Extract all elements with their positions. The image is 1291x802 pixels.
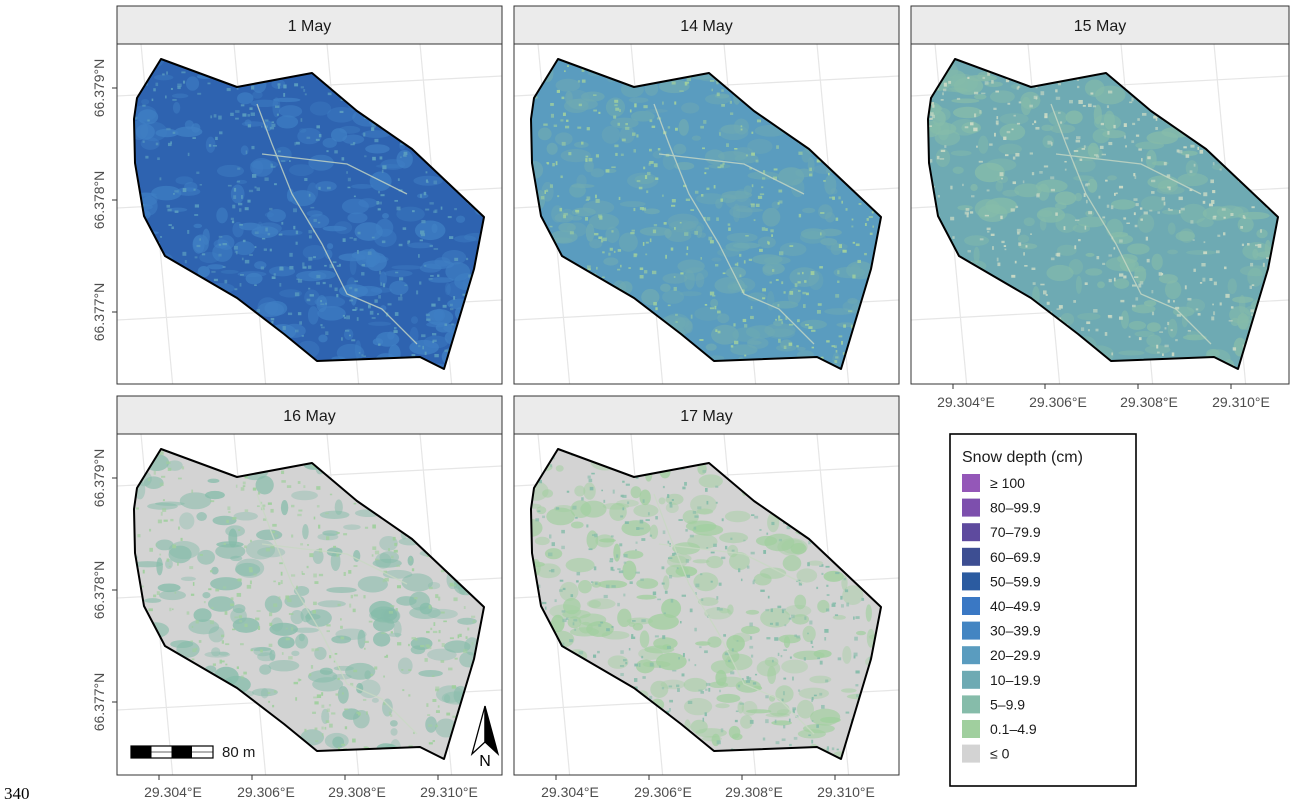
legend-label: ≤ 0 xyxy=(990,746,1010,762)
x-tick-label: 29.306°E xyxy=(237,784,295,800)
legend-item: 50–59.9 xyxy=(962,572,1041,591)
y-tick-label: 66.378°N xyxy=(91,561,107,620)
legend-item: 40–49.9 xyxy=(962,597,1041,615)
x-tick-label: 29.304°E xyxy=(144,784,202,800)
legend-label: 80–99.9 xyxy=(990,500,1041,516)
legend-box xyxy=(949,433,1137,787)
study-area-outline xyxy=(133,448,485,760)
legend-label: 50–59.9 xyxy=(990,573,1041,589)
scale-bar: 80 m xyxy=(130,744,255,761)
legend-swatch xyxy=(962,597,980,615)
x-axis-15may: 29.304°E 29.306°E 29.308°E 29.310°E xyxy=(937,384,1270,410)
legend-label: 0.1–4.9 xyxy=(990,721,1037,737)
legend-item: ≥ 100 xyxy=(962,474,1025,492)
legend-item: 0.1–4.9 xyxy=(962,720,1037,738)
panel-strip xyxy=(513,395,900,435)
x-tick-label: 29.310°E xyxy=(817,784,875,800)
legend-item: 10–19.9 xyxy=(962,670,1041,689)
panel-title: 1 May xyxy=(288,18,332,35)
scale-bar-label: 80 m xyxy=(222,744,255,761)
panel-strip xyxy=(116,395,503,435)
x-tick-label: 29.304°E xyxy=(937,394,995,410)
legend-label: 70–79.9 xyxy=(990,524,1041,540)
study-area-outline xyxy=(530,58,882,370)
y-axis-top: 66.379°N 66.378°N 66.377°N xyxy=(91,59,117,342)
x-tick-label: 29.310°E xyxy=(420,784,478,800)
north-arrow-icon: N xyxy=(470,705,500,770)
north-label: N xyxy=(479,753,491,770)
legend-swatch xyxy=(962,744,980,763)
legend-swatch xyxy=(962,670,980,689)
legend: Snow depth (cm) ≥ 100 80–99.9 70–79.9 60–69… xyxy=(949,433,1137,787)
y-tick-label: 66.379°N xyxy=(91,449,107,508)
legend-label: 20–29.9 xyxy=(990,647,1041,663)
legend-swatch xyxy=(962,498,980,517)
panel-strip xyxy=(513,5,900,45)
legend-item: ≤ 0 xyxy=(962,744,1010,763)
study-area-outline xyxy=(927,58,1279,370)
legend-swatch xyxy=(962,547,980,566)
x-tick-label: 29.308°E xyxy=(328,784,386,800)
legend-label: ≥ 100 xyxy=(990,475,1025,491)
panel-title: 15 May xyxy=(1074,18,1126,35)
page-number: 340 xyxy=(4,784,30,802)
legend-item: 60–69.9 xyxy=(962,547,1041,566)
x-tick-label: 29.310°E xyxy=(1212,394,1270,410)
legend-label: 40–49.9 xyxy=(990,598,1041,614)
x-tick-label: 29.308°E xyxy=(1120,394,1178,410)
y-axis-bottom: 66.379°N 66.378°N 66.377°N xyxy=(91,449,117,732)
x-axis-17may: 29.304°E 29.306°E 29.308°E 29.310°E xyxy=(541,775,875,800)
x-tick-label: 29.306°E xyxy=(1029,394,1087,410)
legend-label: 10–19.9 xyxy=(990,672,1041,688)
legend-swatch xyxy=(962,523,980,542)
panel-strip xyxy=(116,5,503,45)
legend-swatch xyxy=(962,621,980,640)
y-tick-label: 66.377°N xyxy=(91,673,107,732)
panel-title: 16 May xyxy=(283,408,335,425)
panel-strip xyxy=(910,5,1290,45)
panel-borders xyxy=(116,43,1290,776)
legend-swatch xyxy=(962,572,980,591)
study-area-outline xyxy=(530,448,882,760)
legend-swatch xyxy=(962,474,980,492)
legend-swatch xyxy=(962,646,980,665)
x-axis-16may: 29.304°E 29.306°E 29.308°E 29.310°E xyxy=(144,775,478,800)
x-tick-label: 29.306°E xyxy=(634,784,692,800)
panel-title: 14 May xyxy=(680,18,732,35)
legend-swatch xyxy=(962,720,980,738)
y-tick-label: 66.378°N xyxy=(91,171,107,230)
legend-swatch xyxy=(962,695,980,714)
x-tick-label: 29.308°E xyxy=(725,784,783,800)
x-tick-label: 29.304°E xyxy=(541,784,599,800)
panel-title: 17 May xyxy=(680,408,732,425)
y-tick-label: 66.377°N xyxy=(91,283,107,342)
legend-item: 20–29.9 xyxy=(962,646,1041,665)
legend-title: Snow depth (cm) xyxy=(962,449,1083,466)
legend-item: 70–79.9 xyxy=(962,523,1041,542)
legend-label: 5–9.9 xyxy=(990,696,1025,712)
study-area-outline xyxy=(133,58,485,370)
legend-item: 5–9.9 xyxy=(962,695,1025,714)
legend-label: 60–69.9 xyxy=(990,549,1041,565)
legend-item: 80–99.9 xyxy=(962,498,1041,517)
legend-item: 30–39.9 xyxy=(962,621,1041,640)
legend-label: 30–39.9 xyxy=(990,623,1041,639)
y-tick-label: 66.379°N xyxy=(91,59,107,118)
